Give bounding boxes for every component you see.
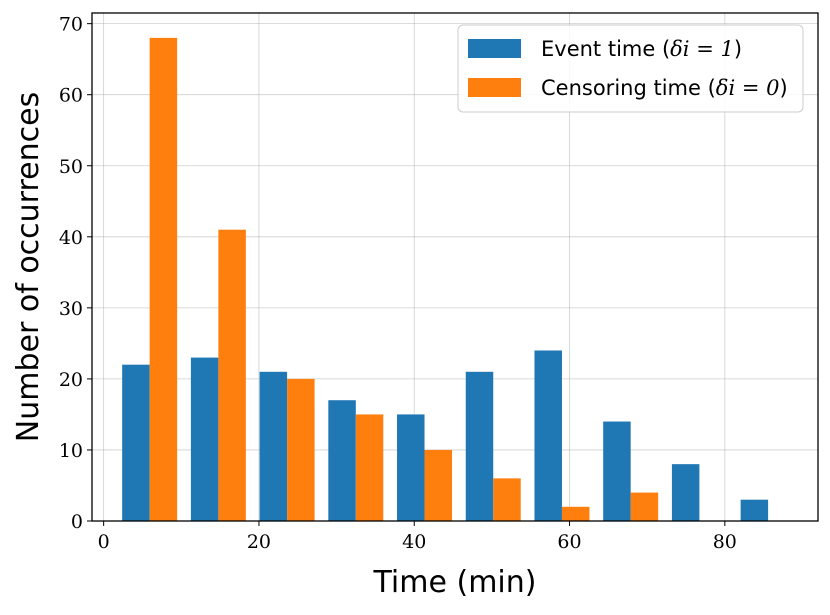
x-tick-label: 0 (98, 531, 110, 553)
bar-censoring-time-2 (287, 378, 315, 521)
bar-event-time-4 (397, 414, 425, 521)
y-tick-label: 60 (59, 85, 83, 107)
bar-event-time-6 (534, 350, 562, 521)
legend-entry-label: Event time (δi = 1) (541, 37, 742, 61)
y-tick-label: 20 (59, 369, 83, 391)
legend-math: δi = 0 (716, 76, 780, 100)
legend-math: δi = 1 (670, 37, 734, 61)
y-axis-ticks: 0 10 20 30 40 50 60 70 (59, 14, 92, 533)
bar-censoring-time-5 (493, 478, 521, 521)
bar-event-time-8 (671, 464, 700, 521)
legend-entry-label: Censoring time (δi = 0) (541, 76, 788, 100)
bar-censoring-time-4 (424, 449, 453, 521)
bar-censoring-time-3 (355, 414, 384, 521)
bar-event-time-7 (603, 421, 631, 521)
bar-event-time-0 (122, 364, 150, 521)
bar-censoring-time-7 (630, 492, 659, 521)
legend-series-name: Censoring time (541, 76, 701, 100)
legend-swatch (468, 39, 521, 58)
x-tick-label: 60 (557, 531, 581, 553)
y-tick-label: 0 (71, 511, 83, 533)
bar-censoring-time-6 (561, 506, 590, 521)
bar-censoring-time-0 (149, 37, 178, 522)
x-tick-label: 80 (713, 531, 737, 553)
y-tick-label: 70 (59, 14, 83, 36)
bar-event-time-3 (328, 400, 356, 521)
y-tick-label: 50 (59, 156, 83, 178)
bar-event-time-5 (465, 371, 494, 521)
plot-frame (91, 12, 819, 522)
legend-frame (457, 24, 804, 113)
bar-event-time-2 (259, 371, 288, 521)
legend: Event time (δi = 1) Censoring time (δi = … (457, 24, 804, 113)
x-tick-label: 40 (402, 531, 426, 553)
y-tick-label: 10 (59, 440, 83, 462)
y-tick-label: 30 (59, 298, 83, 320)
bar-event-time-9 (740, 499, 769, 521)
legend-swatch (468, 78, 521, 97)
bar-event-time-1 (190, 357, 219, 521)
y-axis-label: Number of occurrences (11, 92, 46, 442)
legend-series-name: Event time (541, 37, 655, 61)
y-tick-label: 40 (59, 227, 83, 249)
x-axis-label: Time (min) (373, 565, 537, 600)
x-axis-ticks: 0 20 40 60 80 (98, 521, 737, 553)
bars (122, 37, 769, 522)
x-tick-label: 20 (247, 531, 271, 553)
bar-censoring-time-1 (218, 229, 246, 522)
